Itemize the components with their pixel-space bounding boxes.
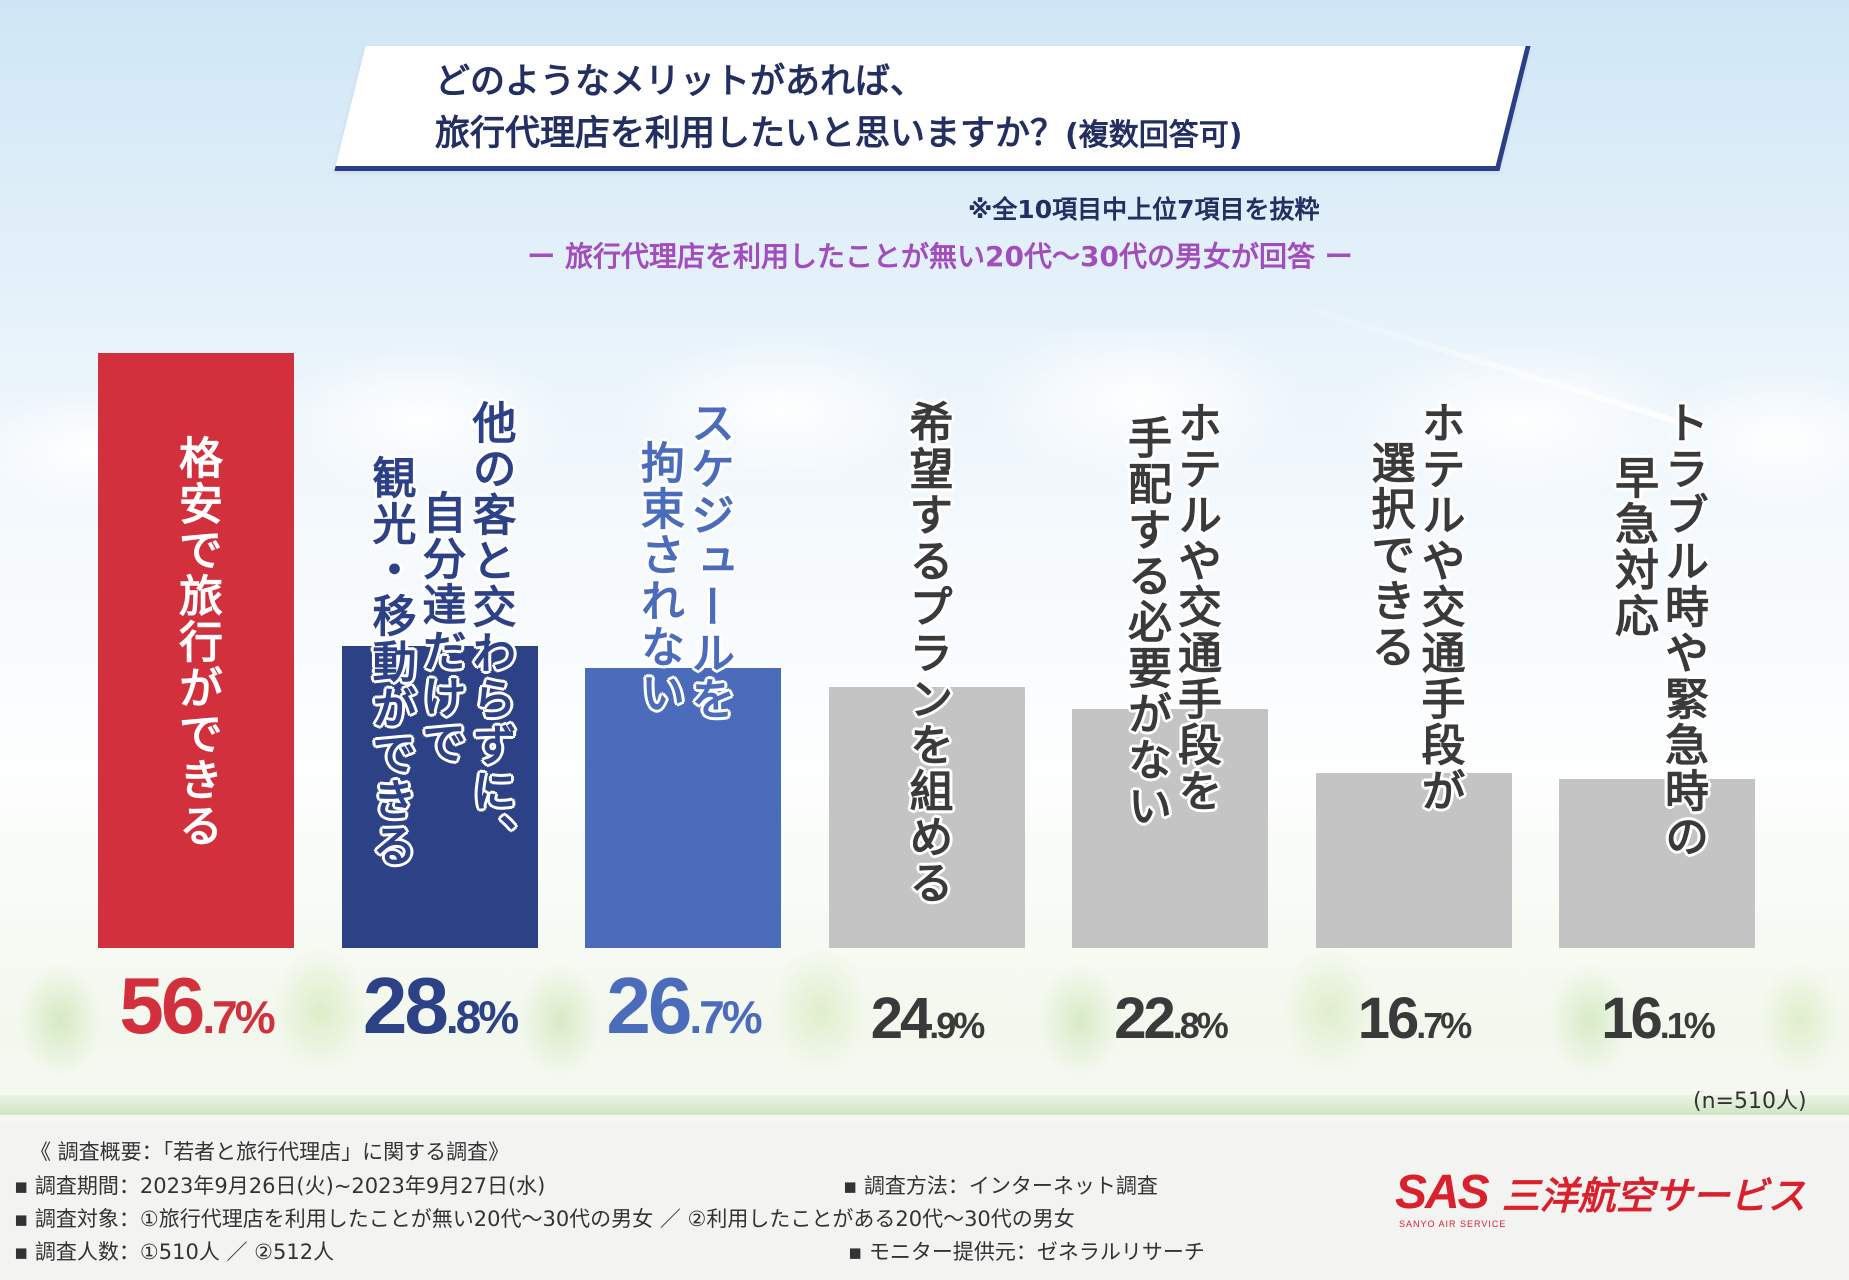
value-label-6: 16.7%	[1296, 985, 1532, 1052]
value-label-5-integer: 22	[1114, 986, 1175, 1051]
value-label-7: 16.1%	[1539, 985, 1775, 1052]
category-label-3-line-1: スケジュールを	[683, 400, 734, 722]
sas-logo-text: SAS	[1395, 1165, 1490, 1219]
value-label-4-integer: 24	[870, 986, 932, 1051]
title-line-1: どのようなメリットがあれば、	[435, 62, 926, 102]
bar-6	[1315, 772, 1512, 948]
category-label-2: 他の客と交わらずに、 自分達だけで 観光・移動ができる	[360, 400, 520, 869]
category-label-6-line-2: 選択できる	[1363, 440, 1415, 670]
value-label-2-integer: 28	[362, 961, 449, 1050]
survey-method: ▪ 調査方法：インターネット調査	[843, 1174, 1158, 1198]
bar-2	[341, 645, 538, 948]
grass-strip	[0, 1095, 1849, 1115]
category-label-2-line-1: 他の客と交わらずに、	[464, 400, 516, 860]
category-label-7-line-1: トラブル時や緊急時の	[1657, 400, 1708, 860]
value-label-4-decimal: .9%	[929, 1005, 985, 1046]
value-label-3-decimal: .7%	[689, 991, 762, 1043]
survey-target: ▪ 調査対象：①旅行代理店を利用したことが無い20代～30代の男女 ／ ②利用し…	[14, 1207, 1075, 1231]
sas-logo-subtext: SANYO AIR SERVICE	[1399, 1218, 1507, 1229]
category-label-3: スケジュールを 拘束されない	[628, 400, 738, 722]
chart-title: どのようなメリットがあれば、 旅行代理店を利用したいと思いますか？(複数回答可)	[435, 56, 1485, 162]
category-label-1: 格安で旅行ができる	[166, 435, 226, 849]
brand-name: 三洋航空サービス	[1501, 1174, 1806, 1218]
bar-7	[1559, 778, 1755, 948]
value-label-1: 56.7%	[78, 960, 314, 1052]
title-line-2: 旅行代理店を利用したいと思いますか？(複数回答可)	[435, 108, 1485, 162]
value-label-1-decimal: .7%	[202, 991, 275, 1043]
value-label-6-integer: 16	[1357, 986, 1419, 1051]
category-label-5-line-2: 手配する必要がない	[1120, 415, 1171, 829]
bar-1	[98, 352, 294, 948]
bar-4	[828, 686, 1025, 948]
value-label-3: 26.7%	[565, 960, 801, 1052]
category-label-5: ホテルや交通手段を 手配する必要がない	[1115, 400, 1225, 829]
category-label-4: 希望するプランを組める	[897, 400, 957, 906]
respondent-subtitle: ー 旅行代理店を利用したことが無い20代～30代の男女が回答 ー	[527, 240, 1353, 273]
bar-5	[1072, 708, 1268, 948]
value-label-7-integer: 16	[1601, 986, 1662, 1051]
sas-logo: SAS SANYO AIR SERVICE	[1395, 1165, 1505, 1229]
survey-overview: 《 調査概要：「若者と旅行代理店」に関する調査》	[30, 1140, 510, 1164]
value-label-5: 22.8%	[1052, 985, 1288, 1052]
title-line-2-main: 旅行代理店を利用したいと思いますか？	[435, 114, 1066, 154]
category-label-6-line-1: ホテルや交通手段が	[1413, 400, 1465, 814]
category-label-2-line-3: 観光・移動ができる	[364, 455, 416, 869]
brand-logo: SAS SANYO AIR SERVICE 三洋航空サービス	[1395, 1165, 1806, 1229]
value-label-4: 24.9%	[809, 985, 1045, 1052]
value-label-1-integer: 56	[119, 961, 205, 1050]
value-label-2-decimal: .8%	[445, 991, 519, 1043]
survey-count: ▪ 調査人数：①510人 ／ ②512人	[14, 1240, 335, 1264]
category-label-4-line-1: 希望するプランを組める	[901, 400, 953, 906]
sample-size-note: (n=510人)	[1693, 1089, 1807, 1114]
cloud-background	[0, 330, 1849, 660]
title-line-2-sub: (複数回答可)	[1065, 118, 1243, 153]
category-label-5-line-1: ホテルや交通手段を	[1170, 400, 1221, 814]
category-label-1-line-1: 格安で旅行ができる	[171, 435, 222, 849]
bar-3	[585, 667, 781, 948]
category-label-6: ホテルや交通手段が 選択できる	[1359, 400, 1469, 814]
value-label-6-decimal: .7%	[1416, 1005, 1472, 1046]
category-label-2-line-2: 自分達だけで	[414, 490, 466, 766]
value-label-7-decimal: .1%	[1659, 1005, 1716, 1046]
category-label-7-line-2: 早急対応	[1607, 455, 1658, 639]
value-label-5-decimal: .8%	[1172, 1005, 1229, 1046]
extract-note: ※全10項目中上位7項目を抜粋	[968, 195, 1320, 224]
monitor-provider: ▪ モニター提供元：ゼネラルリサーチ	[848, 1240, 1205, 1264]
value-label-3-integer: 26	[606, 961, 692, 1050]
footer-band	[0, 1123, 1849, 1280]
value-label-2: 28.8%	[322, 960, 558, 1052]
category-label-3-line-2: 拘束されない	[633, 440, 684, 716]
category-label-7: トラブル時や緊急時の 早急対応	[1602, 400, 1712, 860]
survey-period: ▪ 調査期間：2023年9月26日(火)~2023年9月27日(水)	[14, 1174, 546, 1198]
